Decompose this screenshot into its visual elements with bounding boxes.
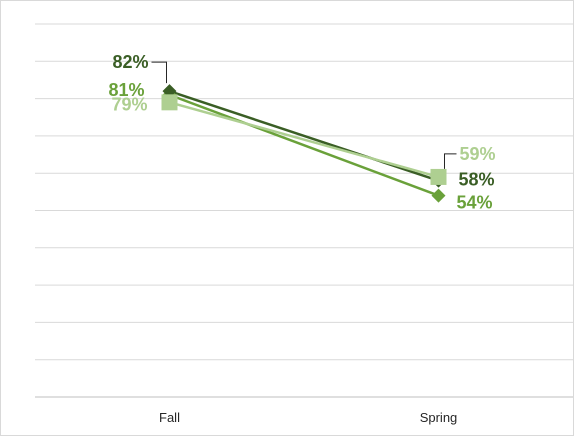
x-tick-label: Fall <box>159 410 180 425</box>
label-leader-line <box>151 61 167 84</box>
data-point-marker <box>430 168 447 185</box>
data-point-marker <box>431 188 446 203</box>
x-axis: Fall Spring <box>35 396 573 425</box>
data-label: 58% <box>459 170 495 190</box>
data-labels: 82% 58% 81% 54% 79% 59% <box>108 52 495 212</box>
gridlines <box>35 23 573 361</box>
label-leader-line <box>444 153 457 169</box>
data-label: 59% <box>460 144 496 164</box>
data-label: 54% <box>457 193 493 213</box>
data-point-marker <box>161 94 178 111</box>
data-label: 82% <box>112 52 148 72</box>
series-line <box>169 93 439 197</box>
series-line <box>169 101 439 179</box>
x-tick-label: Spring <box>420 410 458 425</box>
series-markers <box>161 84 447 203</box>
data-label: 81% <box>108 80 144 100</box>
data-label: 79% <box>111 94 147 114</box>
series-lines <box>169 89 439 197</box>
